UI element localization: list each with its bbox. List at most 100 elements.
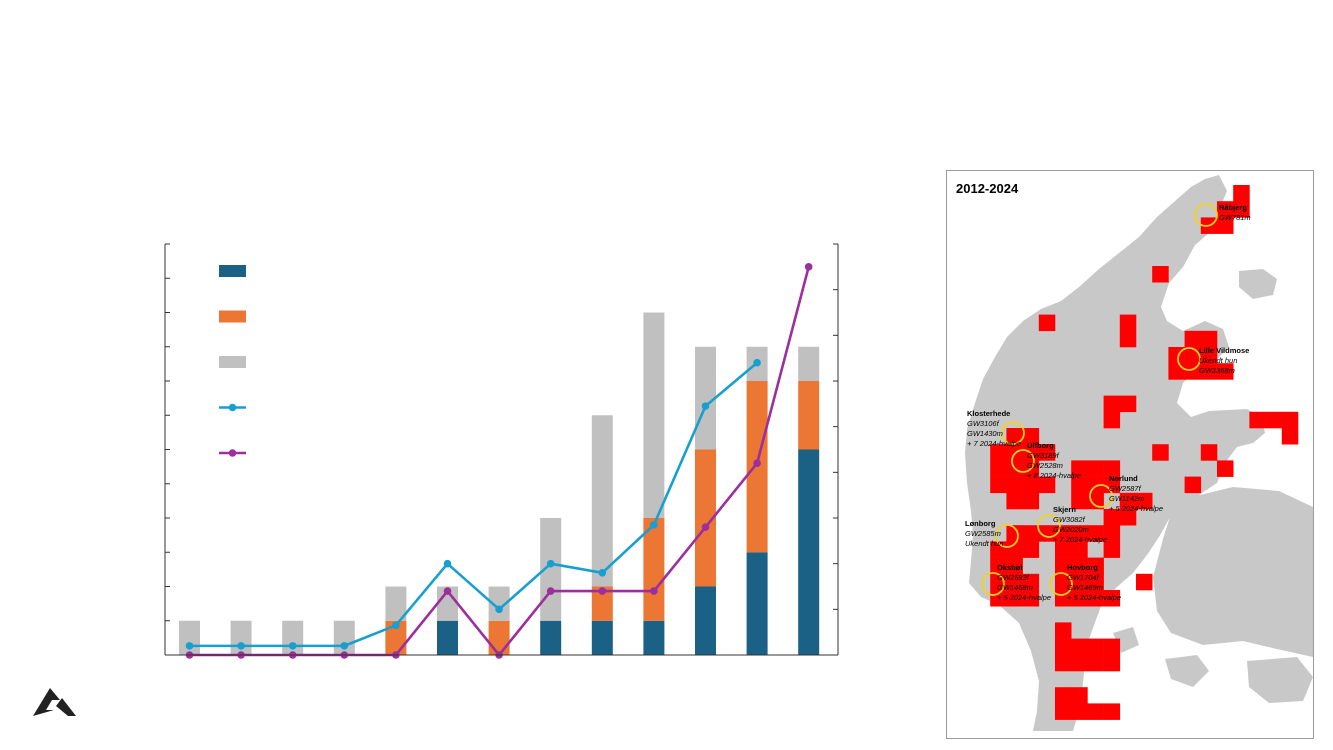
territory-label-3: Ulfborg GW3189f GW2528m + 8 2024-hvalpe [1027, 441, 1081, 481]
territory-name: Lille Vildmose [1199, 346, 1250, 355]
territory-cell-46 [1103, 476, 1121, 494]
territory-cell-55 [1119, 509, 1137, 526]
territory-cell-39 [1217, 460, 1234, 477]
bar-segment-2021-s2 [643, 312, 665, 518]
bar-segment-2024-s2 [798, 346, 820, 381]
territory-cell-2 [1233, 201, 1250, 218]
bar-segment-2018-s2 [488, 586, 510, 621]
territory-cell-75 [1006, 573, 1023, 591]
territory-label-2: Klosterhede GW3106f GW1430m + 7 2024-hvalpe [967, 409, 1021, 449]
line-point-1-7 [546, 587, 555, 595]
line-point-1-11 [753, 459, 761, 468]
bar-segment-2022-s1 [695, 449, 716, 587]
territory-cell-43 [1038, 476, 1056, 494]
territory-cell-79 [1087, 573, 1104, 591]
territory-cell-100 [1071, 703, 1088, 720]
territory-cell-61 [1087, 525, 1104, 542]
bar-segment-2021-s0 [643, 620, 665, 655]
territory-detail: GW1142m [1109, 494, 1145, 503]
territory-squares [990, 185, 1299, 720]
territory-cell-94 [1071, 654, 1088, 672]
territory-cell-72 [1071, 557, 1088, 575]
territory-detail: GW2368m [1199, 366, 1235, 375]
pack-markers [981, 203, 1218, 596]
bar-segment-2020-s2 [591, 415, 613, 587]
territory-cell-9 [1184, 330, 1202, 348]
pack-marker-1 [1177, 347, 1201, 371]
bar-segment-2024-s0 [798, 449, 820, 655]
chart-axes [164, 243, 839, 656]
territory-cell-51 [1087, 492, 1104, 510]
territory-cell-76 [1022, 573, 1040, 591]
land-shape-1 [1239, 269, 1277, 299]
territory-detail: + 5 2024-hvalpe [1067, 593, 1122, 602]
territory-cell-1 [1217, 201, 1234, 218]
line-point-1-9 [650, 587, 658, 595]
bar-segment-2017-s0 [437, 620, 458, 655]
territory-cell-96 [1103, 654, 1121, 672]
line-point-1-5 [443, 587, 452, 595]
line-point-0-0 [185, 642, 194, 650]
territory-cell-69 [990, 557, 1007, 575]
territory-cell-48 [1006, 492, 1023, 510]
territory-detail: Ukendt hun [965, 539, 1004, 548]
land-shape-3 [1153, 487, 1313, 657]
territory-detail: GW2020m [1053, 525, 1089, 534]
territory-cell-24 [1006, 428, 1023, 445]
territory-cell-6 [1038, 314, 1056, 332]
territory-label-0: Råbjerg GW781m [1219, 203, 1251, 223]
territory-cell-86 [1087, 590, 1104, 607]
territory-detail: GW1469m [1067, 583, 1103, 592]
territory-cell-19 [1119, 395, 1137, 413]
territory-detail: + 5 2024-hvalpe [997, 593, 1052, 602]
territory-cell-44 [1071, 476, 1088, 494]
legend-marker-3 [228, 403, 237, 412]
territory-detail: GW781m [1219, 213, 1251, 222]
territory-cell-89 [1055, 638, 1072, 656]
land-shape-7 [1265, 603, 1289, 625]
bar-segment-2023-s0 [746, 552, 768, 655]
jutland-land [965, 175, 1313, 731]
line-point-0-8 [598, 569, 607, 577]
territory-cell-31 [1152, 444, 1169, 461]
territory-label-6: Lønborg GW2585m Ukendt hun [965, 519, 1003, 549]
bar-segment-2019-s0 [540, 620, 562, 655]
territory-cell-14 [1168, 363, 1185, 380]
bar-segment-2015-s2 [333, 620, 355, 655]
land-shape-4 [1247, 657, 1313, 703]
bar-segment-2020-s1 [591, 586, 613, 621]
territory-detail: GW1704f [1067, 573, 1099, 582]
territory-cell-30 [1038, 444, 1056, 461]
legend-swatch-0 [219, 265, 246, 277]
territory-name: Oksbøl [997, 563, 1023, 572]
territory-cell-8 [1119, 330, 1137, 348]
territory-detail: + 8 2024-hvalpe [1027, 471, 1082, 480]
pack-marker-3 [1011, 449, 1035, 473]
territory-detail: GW2528m [1027, 461, 1063, 470]
territory-detail: GW1468m [997, 583, 1033, 592]
territory-cell-47 [1184, 476, 1202, 494]
chart-legend [219, 265, 246, 457]
territory-cell-101 [1087, 703, 1104, 720]
territory-cell-71 [1055, 557, 1072, 575]
territory-map: 2012-2024 Råbjerg GW781m Lille Vildmose Uke… [946, 170, 1314, 739]
territory-name: Nørlund [1109, 474, 1138, 483]
territory-name: Lønborg [965, 519, 996, 528]
territory-cell-67 [1071, 541, 1088, 558]
bar-segment-2022-s0 [695, 586, 716, 655]
territory-cell-37 [1087, 460, 1104, 477]
bar-segment-2022-s2 [695, 346, 716, 450]
territory-detail: + 7 2024-hvalpe [967, 439, 1022, 448]
territory-cell-33 [990, 460, 1007, 477]
territory-cell-26 [1281, 428, 1299, 445]
territory-cell-50 [1071, 492, 1088, 510]
series-line-0 [189, 361, 758, 648]
territory-cell-97 [1055, 687, 1072, 704]
territory-name: Hovborg [1067, 563, 1098, 572]
pack-marker-0 [1194, 203, 1218, 227]
territory-cell-42 [1022, 476, 1040, 494]
pack-marker-2 [1001, 421, 1025, 445]
territory-name: Råbjerg [1219, 203, 1247, 212]
bar-segment-2017-s2 [437, 586, 458, 621]
territory-cell-62 [1103, 525, 1121, 542]
